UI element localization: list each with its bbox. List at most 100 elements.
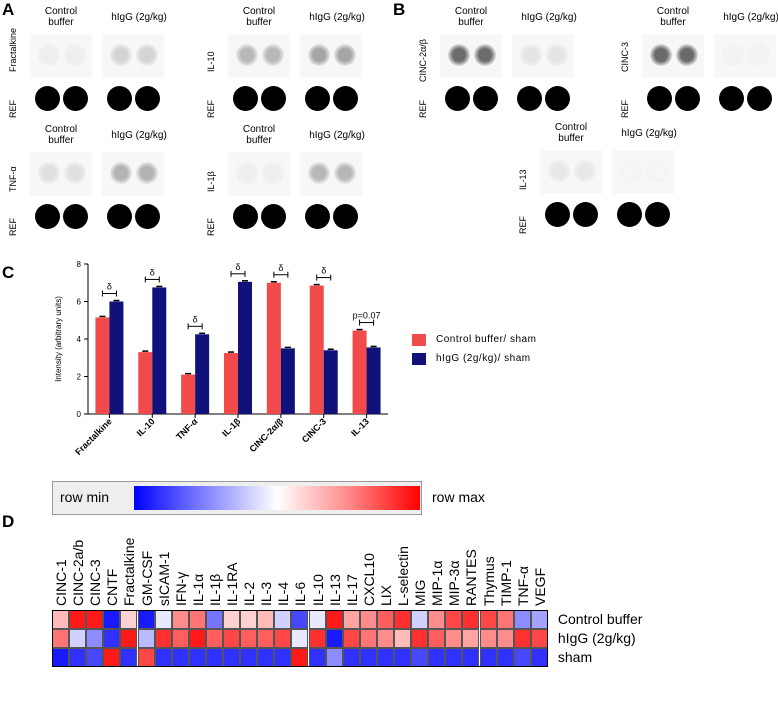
blot-higg-label: hIgG (2g/kg) [621, 128, 677, 139]
significance-annotation: δ [150, 267, 155, 277]
heatmap-cell [137, 629, 155, 648]
blot-spot [38, 44, 60, 66]
heatmap-column-label: GM-CSF [138, 550, 155, 606]
bar-higg [366, 347, 381, 414]
heatmap-column-label: IL-6 [292, 581, 309, 606]
blot-sample-control [30, 34, 92, 78]
blot-ref-spot [545, 86, 570, 111]
blot-ref-spot [545, 202, 570, 227]
y-tick-label: 0 [77, 410, 82, 419]
blot-control-label: Control buffer [242, 6, 276, 28]
significance-annotation: δ [107, 282, 112, 292]
significance-annotation: δ [193, 314, 198, 324]
blot-higg-label: hIgG (2g/kg) [111, 130, 167, 141]
blot-spot [676, 44, 698, 66]
heatmap-column-label: sICAM-1 [155, 551, 172, 606]
heatmap-row-label: sham [557, 649, 593, 665]
heatmap-column-label: IL-4 [275, 581, 292, 606]
blot-ref-spot [573, 202, 598, 227]
heatmap-column-label: Fractalkine [121, 537, 138, 606]
blot-sample-control [30, 152, 92, 196]
bar-control [138, 352, 153, 414]
heatmap-column-label: IL-1α [189, 573, 206, 606]
blot-cytokine-label: CINC-3 [620, 41, 630, 72]
colorbar-min-label: row min [60, 489, 110, 505]
bar-control [352, 330, 367, 414]
heatmap-cell [171, 629, 189, 648]
colorbar-max-label: row max [432, 489, 485, 505]
significance-annotation: δ [235, 262, 240, 272]
blot-higg-label: hIgG (2g/kg) [521, 12, 577, 23]
blot-ref-spot [35, 86, 60, 111]
heatmap-row-label: Control buffer [557, 611, 643, 627]
blot-sample-higg [102, 152, 164, 196]
heatmap-column-label: CINC-1 [53, 559, 69, 606]
bar-higg [152, 287, 167, 414]
heatmap-column-label: IL-13 [326, 574, 343, 606]
x-tick-label: CINC-3 [300, 416, 328, 444]
blot-higg-label: hIgG (2g/kg) [309, 12, 365, 23]
heatmap-frame [52, 610, 548, 667]
heatmap-cell [445, 629, 463, 648]
blot-sample-higg [300, 152, 362, 196]
blot-spot [448, 44, 470, 66]
blot-ref-spot [63, 86, 88, 111]
heatmap-column-label: TNF-α [514, 566, 531, 606]
blot-ref-spot [261, 86, 286, 111]
heatmap-cell [359, 629, 377, 648]
x-tick-label: CINC-2α/β [247, 416, 285, 454]
blot-spot [110, 162, 132, 184]
bar-control [181, 374, 196, 414]
blot-control-label: Control buffer [44, 6, 78, 28]
panel-label-d: D [2, 512, 15, 531]
blot-ref-spot [135, 204, 160, 229]
heatmap-cell [205, 629, 223, 648]
legend-swatch-higg [412, 353, 426, 365]
blot-ref-control [228, 80, 290, 118]
blot-ref-spot [675, 86, 700, 111]
blot-ref-control [30, 198, 92, 236]
heatmap-cell [223, 629, 241, 648]
heatmap-cell [428, 629, 446, 648]
heatmap-cell [240, 629, 258, 648]
blot-ref-spot [261, 204, 286, 229]
blot-spot [236, 162, 258, 184]
blot-spot [546, 44, 568, 66]
blot-cytokine-label: IL-10 [206, 51, 216, 72]
blot-higg-label: hIgG (2g/kg) [723, 12, 778, 23]
blot-ref-control [540, 196, 602, 234]
blot-sample-higg [714, 34, 776, 78]
bar-higg [109, 301, 124, 414]
blot-sample-control [540, 150, 602, 194]
x-tick-label: IL-1β [220, 416, 243, 439]
heatmap-cell [86, 629, 104, 648]
heatmap-column-label: MIP-3α [446, 560, 463, 606]
significance-annotation: p=0.07 [353, 311, 381, 321]
heatmap-column-label: IL-10 [309, 574, 326, 606]
heatmap-cell [325, 629, 343, 648]
y-tick-label: 2 [77, 373, 82, 382]
blot-ref-spot [305, 204, 330, 229]
heatmap-column-label: RANTES [463, 549, 480, 606]
blot-spot [334, 162, 356, 184]
blot-sample-control [642, 34, 704, 78]
x-tick-label: IL-13 [349, 416, 371, 438]
blot-ref-higg [512, 80, 574, 118]
blot-ref-spot [233, 204, 258, 229]
blot-spot [722, 44, 744, 66]
y-tick-label: 6 [77, 298, 82, 307]
blot-spot [548, 160, 570, 182]
heatmap-column-label: IL-1β [206, 573, 223, 606]
heatmap-row-label: hIgG (2g/kg) [557, 630, 636, 646]
bar-higg [323, 350, 338, 414]
blot-spot [308, 44, 330, 66]
blot-spot [474, 44, 496, 66]
blot-ref-label: REF [8, 218, 18, 236]
bar-control [309, 285, 324, 414]
legend-label-control: Control buffer/ sham [436, 334, 537, 345]
blot-ref-higg [102, 80, 164, 118]
bar-higg [238, 281, 252, 414]
heatmap-column-label: IL-1RA [224, 562, 240, 606]
blot-ref-label: REF [620, 100, 630, 118]
blot-ref-spot [473, 86, 498, 111]
